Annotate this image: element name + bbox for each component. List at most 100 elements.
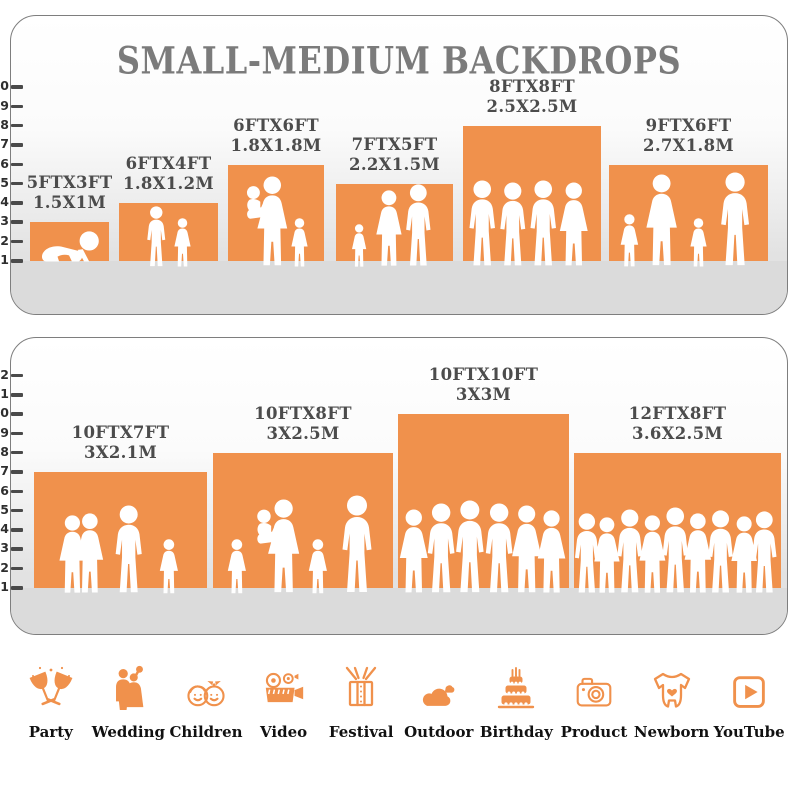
bar-size-label-10ftx7ft: 10FTX7FT 3X2.1M <box>72 423 170 463</box>
category-party[interactable]: Party <box>13 655 89 741</box>
axis-tick-label-10: 10 <box>0 78 9 94</box>
category-label-outdoor: Outdoor <box>404 723 474 741</box>
size-ft-label: 5FTX3FT <box>26 173 113 193</box>
backdrop-bar-6ftx4ft <box>119 203 218 261</box>
birthday-cake-icon <box>492 655 540 715</box>
category-youtube[interactable]: YouTube <box>711 655 787 741</box>
axis-tick-label-9: 9 <box>0 424 9 440</box>
wedding-couple-icon <box>105 655 151 715</box>
bar-size-label-8ftx8ft: 8FTX8FT 2.5X2.5M <box>487 77 578 117</box>
axis-tick-label-2: 2 <box>0 559 9 575</box>
axis-tick-6 <box>11 162 23 167</box>
backdrop-bar-10ftx7ft <box>34 472 207 588</box>
axis-tick-label-1: 1 <box>0 252 9 267</box>
axis-tick-6 <box>11 489 23 494</box>
size-m-label: 3.6X2.5M <box>632 423 723 443</box>
clouds-icon <box>414 655 464 715</box>
backdrop-bar-12ftx8ft <box>574 452 781 588</box>
category-label-video: Video <box>260 723 308 741</box>
category-birthday[interactable]: Birthday <box>478 655 554 741</box>
small-medium-chart-panel: SMALL-MEDIUM BACKDROPS 5FTX3FT 1.5X1M 6FTX… <box>10 15 788 315</box>
size-m-label: 2.5X2.5M <box>486 96 578 116</box>
category-label-wedding: Wedding <box>91 723 166 741</box>
size-m-label: 1.8X1.2M <box>123 174 214 194</box>
axis-tick-4 <box>11 528 23 532</box>
bar-size-label-10ftx10ft: 10FTX10FT 3X3M <box>429 365 538 405</box>
category-children[interactable]: Children <box>168 655 244 741</box>
axis-tick-2 <box>11 566 23 571</box>
size-ft-label: 10FTX7FT <box>71 423 170 443</box>
axis-tick-label-3: 3 <box>0 540 9 556</box>
axis-tick-label-3: 3 <box>0 213 9 229</box>
axis-tick-label-8: 8 <box>0 443 9 459</box>
backdrop-bar-10ftx8ft <box>213 452 393 588</box>
axis-tick-9 <box>11 104 23 109</box>
bar-size-label-7ftx5ft: 7FTX5FT 2.2X1.5M <box>349 135 440 175</box>
bar-size-label-10ftx8ft: 10FTX8FT 3X2.5M <box>254 404 352 444</box>
size-ft-label: 7FTX5FT <box>351 134 438 154</box>
axis-tick-10 <box>11 85 23 89</box>
photo-camera-icon <box>570 655 618 715</box>
axis-tick-label-4: 4 <box>0 521 9 537</box>
axis-tick-label-6: 6 <box>0 155 9 171</box>
axis-tick-12 <box>11 373 23 378</box>
size-m-label: 3X2.1M <box>83 443 158 463</box>
backdrop-bar-5ftx3ft <box>30 222 109 261</box>
youtube-play-icon <box>726 655 772 715</box>
axis-tick-label-5: 5 <box>0 174 9 190</box>
axis-tick-4 <box>11 201 23 205</box>
axis-tick-label-1: 1 <box>0 579 9 594</box>
video-camera-icon <box>259 655 309 715</box>
size-m-label: 3X3M <box>455 385 512 405</box>
category-label-party: Party <box>28 723 73 741</box>
category-video[interactable]: Video <box>246 655 322 741</box>
backdrop-bar-10ftx10ft <box>398 414 569 588</box>
bar-size-label-12ftx8ft: 12FTX8FT 3.6X2.5M <box>629 404 727 444</box>
axis-tick-8 <box>11 123 23 128</box>
category-newborn[interactable]: Newborn <box>634 655 710 741</box>
axis-tick-label-5: 5 <box>0 501 9 517</box>
bar-size-label-6ftx4ft: 6FTX4FT 1.8X1.2M <box>123 154 214 194</box>
chart-floor <box>11 588 787 634</box>
y-axis-small-medium: 1 2 3 4 5 6 7 8 9 10 <box>0 15 10 315</box>
axis-tick-1 <box>11 586 23 590</box>
bar-size-label-9ftx6ft: 9FTX6FT 2.7X1.8M <box>643 116 734 156</box>
backdrop-bar-7ftx5ft <box>336 183 453 261</box>
category-label-children: Children <box>169 723 243 741</box>
size-ft-label: 6FTX6FT <box>233 115 319 135</box>
category-wedding[interactable]: Wedding <box>90 655 166 741</box>
party-toast-icon <box>27 655 75 715</box>
category-row: Party Wedding Children Video Festival <box>12 655 788 765</box>
size-m-label: 2.2X1.5M <box>349 154 440 174</box>
axis-tick-9 <box>11 431 23 436</box>
backdrop-bar-6ftx6ft <box>228 164 324 261</box>
axis-tick-label-9: 9 <box>0 97 9 113</box>
category-outdoor[interactable]: Outdoor <box>401 655 477 741</box>
y-axis-large: 123456789101112 <box>0 337 10 635</box>
category-product[interactable]: Product <box>556 655 632 741</box>
bar-size-label-5ftx3ft: 5FTX3FT 1.5X1M <box>27 173 113 213</box>
axis-tick-label-4: 4 <box>0 194 9 210</box>
size-m-label: 3X2.5M <box>266 423 340 443</box>
axis-tick-label-7: 7 <box>0 463 9 479</box>
size-ft-label: 10FTX8FT <box>254 403 352 423</box>
category-label-festival: Festival <box>328 723 394 741</box>
category-label-birthday: Birthday <box>479 723 553 741</box>
axis-tick-5 <box>11 508 23 513</box>
axis-tick-3 <box>11 220 23 224</box>
size-m-label: 1.5X1M <box>32 193 107 213</box>
category-festival[interactable]: Festival <box>323 655 399 741</box>
children-faces-icon <box>181 655 231 715</box>
axis-tick-label-2: 2 <box>0 232 9 248</box>
chart-floor <box>11 261 787 314</box>
category-label-product: Product <box>560 723 628 741</box>
backdrop-bar-8ftx8ft <box>463 125 601 261</box>
axis-tick-8 <box>11 450 23 455</box>
axis-tick-2 <box>11 239 23 244</box>
size-m-label: 2.7X1.8M <box>643 135 734 155</box>
gift-box-icon <box>337 655 385 715</box>
axis-tick-label-6: 6 <box>0 482 9 498</box>
size-ft-label: 12FTX8FT <box>628 403 727 423</box>
axis-tick-10 <box>11 412 23 416</box>
